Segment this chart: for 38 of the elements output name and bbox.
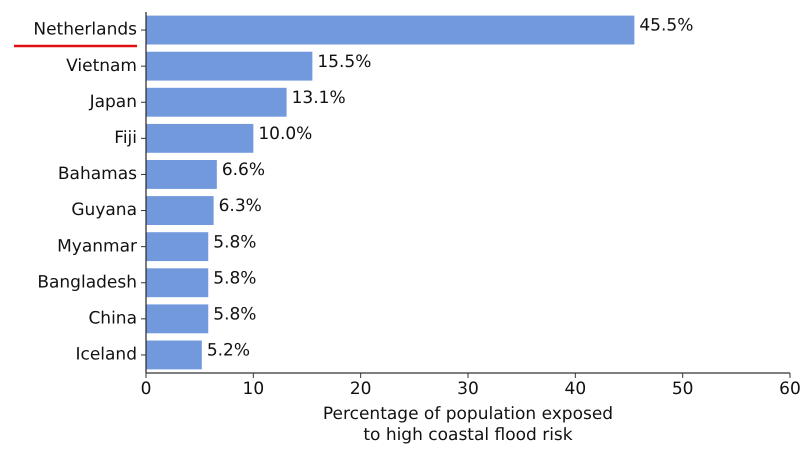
data-label: 15.5% — [317, 52, 372, 72]
x-tick-label: 30 — [457, 379, 479, 399]
y-tick-label: China — [88, 308, 137, 329]
y-tick-label: Netherlands — [33, 20, 138, 40]
data-label: 5.8% — [213, 304, 256, 325]
bar — [146, 304, 208, 334]
data-label: 5.2% — [206, 340, 250, 361]
bar — [146, 340, 202, 370]
data-label: 10.0% — [258, 124, 312, 144]
bar — [146, 160, 217, 189]
bar — [146, 88, 287, 117]
bar — [146, 52, 312, 81]
y-tick-label: Myanmar — [57, 236, 138, 256]
x-tick-label: 0 — [140, 379, 152, 399]
y-tick-label: Guyana — [71, 200, 137, 220]
y-tick-label: Fiji — [114, 128, 137, 148]
y-tick-label: Bangladesh — [37, 272, 137, 292]
bar — [146, 268, 208, 298]
bar — [146, 124, 254, 153]
bar — [146, 196, 214, 225]
y-tick-label: Vietnam — [66, 56, 137, 76]
data-label: 45.5% — [639, 16, 694, 36]
x-tick-label: 50 — [672, 379, 694, 399]
data-label: 5.8% — [213, 268, 256, 288]
bar — [146, 16, 634, 44]
x-tick-label: 40 — [564, 379, 586, 399]
x-tick-label: 60 — [779, 379, 801, 399]
y-tick-label: Iceland — [75, 344, 137, 365]
data-label: 6.3% — [218, 196, 262, 216]
bar — [146, 232, 208, 262]
data-label: 13.1% — [292, 88, 346, 108]
x-tick-label: 10 — [242, 379, 264, 399]
x-tick-label: 20 — [350, 379, 372, 399]
data-label: 5.8% — [213, 232, 256, 252]
y-tick-label: Japan — [88, 92, 137, 112]
data-label: 6.6% — [222, 160, 266, 180]
y-tick-label: Bahamas — [58, 164, 138, 184]
x-axis-title: Percentage of population exposed to high coastal flood risk — [322, 404, 614, 445]
